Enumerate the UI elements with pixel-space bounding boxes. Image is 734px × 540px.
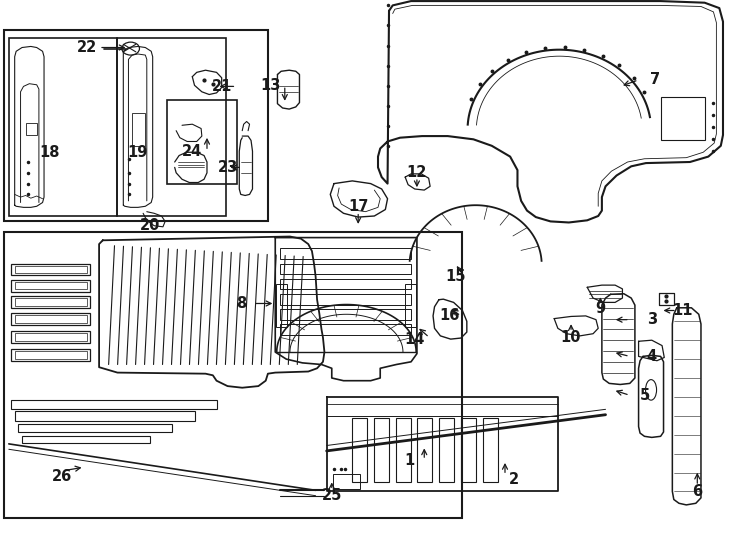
Bar [11, 349, 90, 361]
Bar [661, 97, 705, 140]
Text: 5: 5 [639, 388, 650, 403]
Text: 2: 2 [509, 472, 519, 487]
Text: 20: 20 [140, 218, 161, 233]
Bar [280, 324, 411, 335]
Text: 17: 17 [348, 199, 368, 214]
Bar [280, 264, 411, 274]
Bar [11, 280, 90, 292]
Text: 15: 15 [445, 269, 465, 284]
Bar [15, 266, 87, 273]
Text: 19: 19 [128, 145, 148, 160]
Text: 8: 8 [236, 296, 246, 311]
Bar [280, 294, 411, 305]
Bar [405, 284, 416, 327]
Bar [15, 282, 87, 289]
Bar [280, 309, 411, 320]
Text: 21: 21 [211, 79, 232, 94]
Bar [4, 30, 268, 221]
Text: 12: 12 [407, 165, 427, 180]
Bar [11, 296, 90, 308]
Text: 26: 26 [52, 469, 73, 484]
Bar [352, 418, 367, 482]
Bar [483, 418, 498, 482]
Bar [15, 298, 87, 306]
Bar [439, 418, 454, 482]
Bar [15, 351, 87, 359]
Bar [22, 436, 150, 443]
Text: 4: 4 [647, 349, 657, 364]
Bar [461, 418, 476, 482]
Bar [280, 248, 411, 259]
Bar [132, 113, 145, 146]
Bar [11, 400, 217, 409]
Bar [4, 232, 462, 518]
Text: 9: 9 [595, 301, 606, 316]
Bar [276, 284, 287, 327]
Bar [11, 331, 90, 343]
Text: 18: 18 [40, 145, 60, 160]
Text: 1: 1 [404, 453, 415, 468]
Text: 24: 24 [182, 144, 203, 159]
Bar [396, 418, 411, 482]
Bar [26, 123, 37, 135]
Bar [11, 264, 90, 275]
Bar [417, 418, 432, 482]
Bar [280, 279, 411, 289]
Text: 25: 25 [321, 488, 342, 503]
Bar [15, 411, 195, 421]
Text: 13: 13 [260, 78, 280, 93]
Bar [15, 333, 87, 341]
Bar [374, 418, 389, 482]
Text: 11: 11 [672, 303, 693, 318]
Bar [9, 38, 117, 216]
Bar [167, 100, 237, 184]
Bar [11, 313, 90, 325]
Bar [18, 424, 172, 432]
Bar [117, 38, 226, 216]
Bar [333, 474, 360, 489]
Text: 6: 6 [692, 484, 702, 499]
Text: 10: 10 [561, 330, 581, 345]
Text: 14: 14 [404, 332, 425, 347]
Text: 22: 22 [76, 40, 97, 55]
Text: 7: 7 [650, 72, 660, 87]
Bar [15, 315, 87, 323]
Text: 16: 16 [439, 308, 459, 323]
Text: 3: 3 [647, 312, 657, 327]
Text: 23: 23 [217, 160, 238, 175]
